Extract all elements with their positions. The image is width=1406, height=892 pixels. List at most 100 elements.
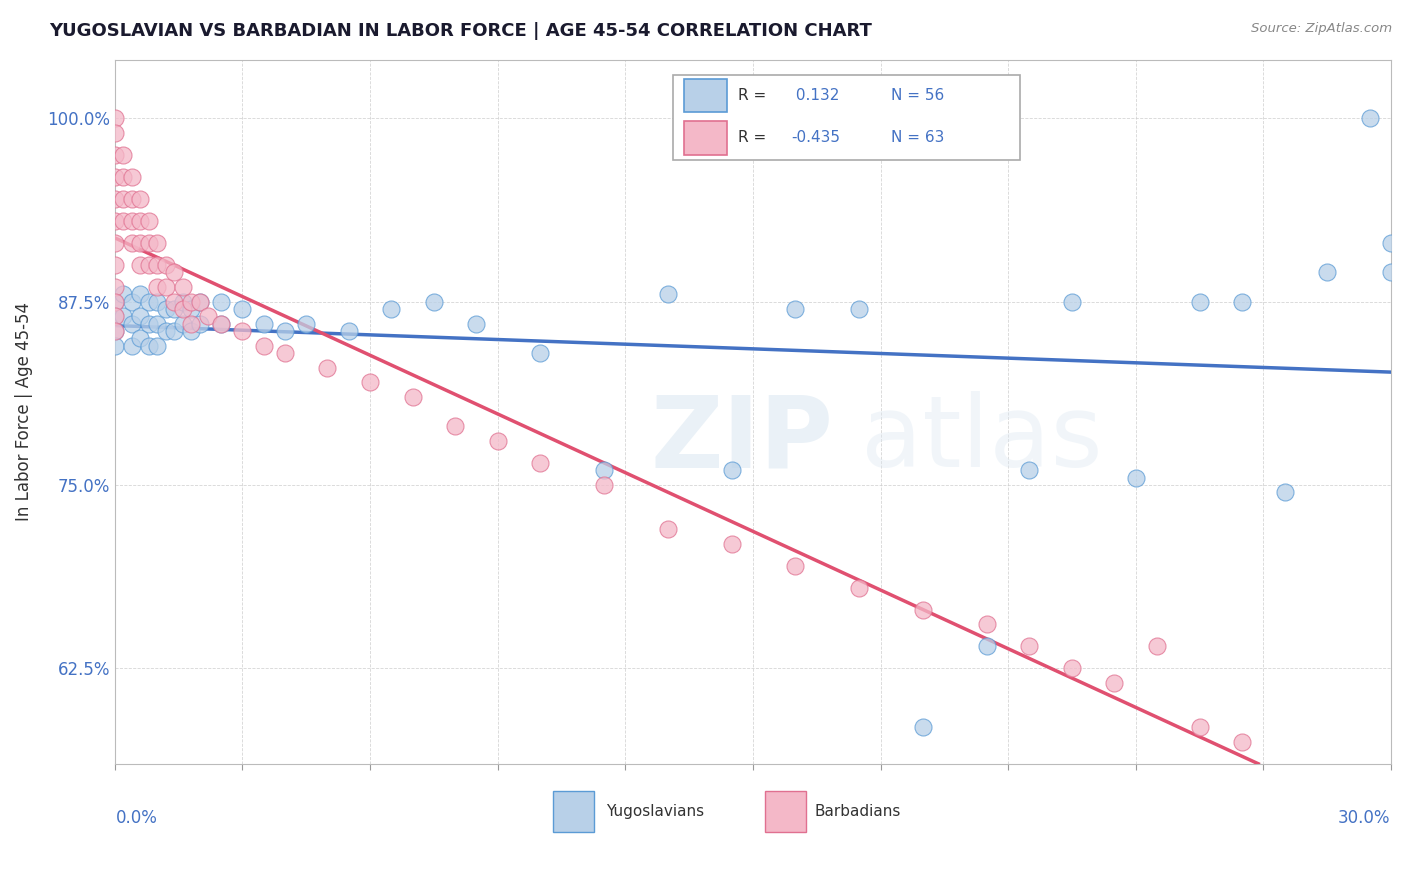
Y-axis label: In Labor Force | Age 45-54: In Labor Force | Age 45-54 xyxy=(15,302,32,521)
Point xyxy=(180,324,202,338)
Point xyxy=(163,301,186,316)
Point xyxy=(129,310,152,324)
Point xyxy=(129,331,152,345)
Point xyxy=(112,287,135,301)
Point xyxy=(486,434,509,448)
Text: YUGOSLAVIAN VS BARBADIAN IN LABOR FORCE | AGE 45-54 CORRELATION CHART: YUGOSLAVIAN VS BARBADIAN IN LABOR FORCE … xyxy=(49,22,872,40)
Point xyxy=(197,310,219,324)
Point xyxy=(188,317,211,331)
Point xyxy=(1188,720,1211,734)
Point xyxy=(912,603,935,617)
Point xyxy=(138,317,160,331)
Point xyxy=(155,324,177,338)
Point xyxy=(848,301,870,316)
Point xyxy=(138,294,160,309)
Point xyxy=(146,258,169,272)
Point xyxy=(121,338,143,352)
Point xyxy=(172,280,194,294)
Point xyxy=(146,280,169,294)
Point xyxy=(104,338,127,352)
Point xyxy=(188,294,211,309)
Point xyxy=(104,112,127,126)
Point xyxy=(593,463,616,477)
Point xyxy=(188,294,211,309)
Point xyxy=(209,294,232,309)
Point xyxy=(163,265,186,279)
Point xyxy=(172,294,194,309)
Point xyxy=(121,294,143,309)
Point xyxy=(155,301,177,316)
Point xyxy=(129,258,152,272)
Text: ZIP: ZIP xyxy=(651,392,834,488)
Point xyxy=(138,258,160,272)
Point xyxy=(155,258,177,272)
Point xyxy=(104,148,127,162)
Point xyxy=(104,294,127,309)
Point xyxy=(180,301,202,316)
Point xyxy=(121,192,143,206)
Point xyxy=(172,301,194,316)
Point xyxy=(337,324,360,338)
Point xyxy=(1060,294,1083,309)
Point xyxy=(104,310,127,324)
Text: Source: ZipAtlas.com: Source: ZipAtlas.com xyxy=(1251,22,1392,36)
Point xyxy=(180,294,202,309)
Point xyxy=(295,317,318,331)
Text: atlas: atlas xyxy=(862,392,1102,488)
Point xyxy=(912,720,935,734)
Point xyxy=(129,287,152,301)
Point xyxy=(163,324,186,338)
Point xyxy=(359,376,381,390)
Text: 30.0%: 30.0% xyxy=(1337,809,1389,828)
Point xyxy=(104,310,127,324)
Point xyxy=(316,360,339,375)
Point xyxy=(104,126,127,140)
Point xyxy=(146,294,169,309)
Point xyxy=(465,317,488,331)
Point xyxy=(146,317,169,331)
Point xyxy=(112,310,135,324)
Point xyxy=(1379,235,1402,250)
Point xyxy=(1230,735,1253,749)
Point xyxy=(146,338,169,352)
Point xyxy=(129,214,152,228)
Point xyxy=(401,390,423,404)
Point xyxy=(848,581,870,595)
Point xyxy=(104,324,127,338)
Point xyxy=(657,522,679,536)
Point xyxy=(593,478,616,492)
Point xyxy=(172,317,194,331)
Point xyxy=(112,192,135,206)
Point xyxy=(1316,265,1339,279)
Point xyxy=(976,640,998,654)
Point xyxy=(253,317,276,331)
Point xyxy=(112,148,135,162)
Point xyxy=(1018,640,1040,654)
Point xyxy=(1060,661,1083,675)
Point xyxy=(112,169,135,184)
Point xyxy=(1230,294,1253,309)
Point xyxy=(380,301,402,316)
Point xyxy=(1358,112,1381,126)
Point xyxy=(253,338,276,352)
Point xyxy=(1274,485,1296,500)
Point xyxy=(104,169,127,184)
Point xyxy=(104,214,127,228)
Point xyxy=(138,235,160,250)
Point xyxy=(657,287,679,301)
Point xyxy=(104,294,127,309)
Point xyxy=(274,324,297,338)
Point xyxy=(720,537,742,551)
Point xyxy=(138,338,160,352)
Point xyxy=(231,324,253,338)
Point xyxy=(104,235,127,250)
Point xyxy=(121,169,143,184)
Point xyxy=(209,317,232,331)
Point xyxy=(1125,471,1147,485)
Point xyxy=(209,317,232,331)
Point xyxy=(121,317,143,331)
Point xyxy=(138,214,160,228)
Point xyxy=(112,214,135,228)
Point xyxy=(1018,463,1040,477)
Point xyxy=(121,235,143,250)
